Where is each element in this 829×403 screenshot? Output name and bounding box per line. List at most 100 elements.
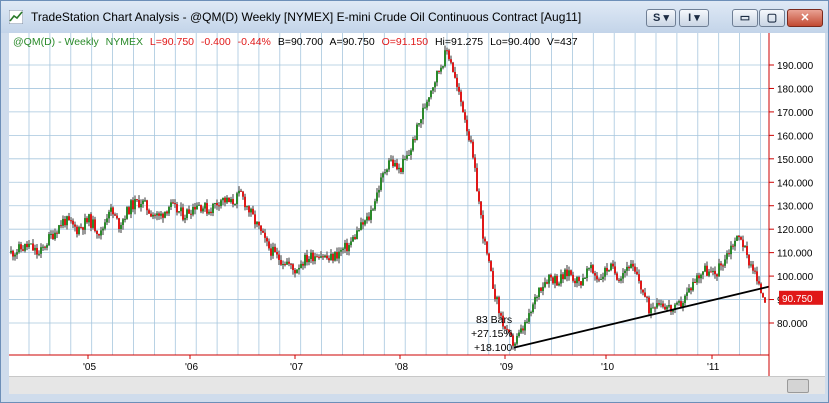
- candle-body: [312, 252, 314, 262]
- trend-line[interactable]: [513, 285, 770, 349]
- candle-body: [688, 288, 690, 293]
- candle-body: [352, 237, 354, 242]
- price-tick-label: 100.000: [777, 272, 814, 283]
- candle-body: [510, 332, 512, 336]
- candle-body: [604, 267, 606, 277]
- horizontal-scrollbar[interactable]: [9, 376, 825, 394]
- candle-body: [594, 273, 596, 276]
- time-axis[interactable]: '05 '06 '07 '08 '09 '10 '11: [9, 354, 769, 373]
- price-tick-label: 80.000: [777, 319, 808, 330]
- candle-body: [642, 289, 644, 293]
- candle-body: [554, 275, 556, 284]
- maximize-button[interactable]: ▢: [759, 9, 785, 27]
- candle-body: [676, 302, 678, 305]
- candle-body: [528, 313, 530, 322]
- candle-body: [248, 206, 250, 213]
- scrollbar-thumb[interactable]: [787, 379, 809, 393]
- candle-body: [576, 277, 578, 284]
- candle-body: [90, 214, 92, 228]
- candle-body: [56, 232, 58, 234]
- candle-body: [514, 343, 516, 346]
- candle-body: [44, 246, 46, 248]
- candle-body: [644, 292, 646, 297]
- candle-body: [310, 252, 312, 260]
- candle-body: [236, 193, 238, 204]
- candle-body: [392, 159, 394, 167]
- candle-body: [654, 307, 656, 309]
- candle-body: [490, 261, 492, 272]
- candle-body: [374, 201, 376, 210]
- candle-body: [430, 90, 432, 98]
- candle-body: [434, 82, 436, 88]
- candle-body: [198, 204, 200, 206]
- time-tick-label: '11: [707, 362, 720, 373]
- candle-body: [538, 287, 540, 298]
- candle-body: [550, 274, 552, 278]
- candle-body: [50, 233, 52, 235]
- candle-body: [368, 216, 370, 220]
- candle-body: [606, 267, 608, 272]
- candle-body: [574, 280, 576, 284]
- candle-body: [36, 247, 38, 255]
- candle-body: [698, 275, 700, 279]
- candle-body: [750, 264, 752, 266]
- candle-body: [384, 172, 386, 174]
- candle-body: [570, 270, 572, 275]
- candle-body: [30, 243, 32, 245]
- candle-body: [14, 254, 16, 257]
- candle-body: [24, 243, 26, 251]
- candle-body: [572, 274, 574, 281]
- price-chart[interactable]: @QM(D) - Weekly NYMEX L=90.750 -0.400 -0…: [9, 33, 825, 394]
- candle-body: [60, 225, 62, 227]
- candle-body: [194, 206, 196, 210]
- candle-body: [636, 271, 638, 275]
- candle-body: [110, 207, 112, 212]
- candle-body: [308, 259, 310, 263]
- candle-body: [566, 269, 568, 277]
- candle-body: [38, 253, 40, 255]
- candle-body: [230, 199, 232, 203]
- candle-body: [454, 71, 456, 78]
- candle-body: [260, 225, 262, 231]
- candle-body: [524, 322, 526, 331]
- candle-body: [678, 301, 680, 303]
- candle-body: [278, 254, 280, 260]
- candle-body: [540, 287, 542, 291]
- candle-body: [442, 66, 444, 68]
- status-pct: -0.44%: [238, 36, 271, 48]
- candle-body: [62, 218, 64, 226]
- candle-body: [52, 233, 54, 240]
- candle-body: [356, 230, 358, 239]
- candle-body: [292, 264, 294, 270]
- candle-body: [340, 250, 342, 252]
- candle-body: [660, 303, 662, 305]
- candle-body: [390, 159, 392, 161]
- candle-body: [448, 50, 450, 60]
- candle-body: [318, 256, 320, 258]
- price-axis[interactable]: 80.00090.000100.000110.000120.000130.000…: [769, 61, 814, 330]
- candle-body: [504, 326, 506, 329]
- candle-body: [700, 274, 702, 279]
- status-last: L=90.750: [150, 36, 194, 48]
- candle-body: [402, 158, 404, 172]
- candle-body: [78, 227, 80, 235]
- candle-body: [738, 235, 740, 238]
- title-bar[interactable]: TradeStation Chart Analysis - @QM(D) Wee…: [1, 1, 828, 33]
- indicator-menu-button[interactable]: I ▾: [679, 9, 709, 27]
- time-tick-label: '06: [185, 362, 198, 373]
- candle-body: [224, 197, 226, 203]
- status-symbol: @QM(D) - Weekly: [13, 36, 99, 48]
- candle-body: [124, 218, 126, 220]
- candle-body: [240, 190, 242, 192]
- status-open: O=91.150: [382, 36, 429, 48]
- candle-body: [268, 241, 270, 249]
- close-button[interactable]: ✕: [787, 9, 823, 27]
- candle-body: [130, 200, 132, 215]
- candle-body: [116, 215, 118, 219]
- minimize-button[interactable]: ▭: [732, 9, 758, 27]
- strategy-menu-button[interactable]: S ▾: [646, 9, 676, 27]
- candlestick-chart[interactable]: @QM(D) - Weekly NYMEX L=90.750 -0.400 -0…: [9, 33, 825, 376]
- candle-body: [102, 228, 104, 231]
- candle-body: [264, 232, 266, 238]
